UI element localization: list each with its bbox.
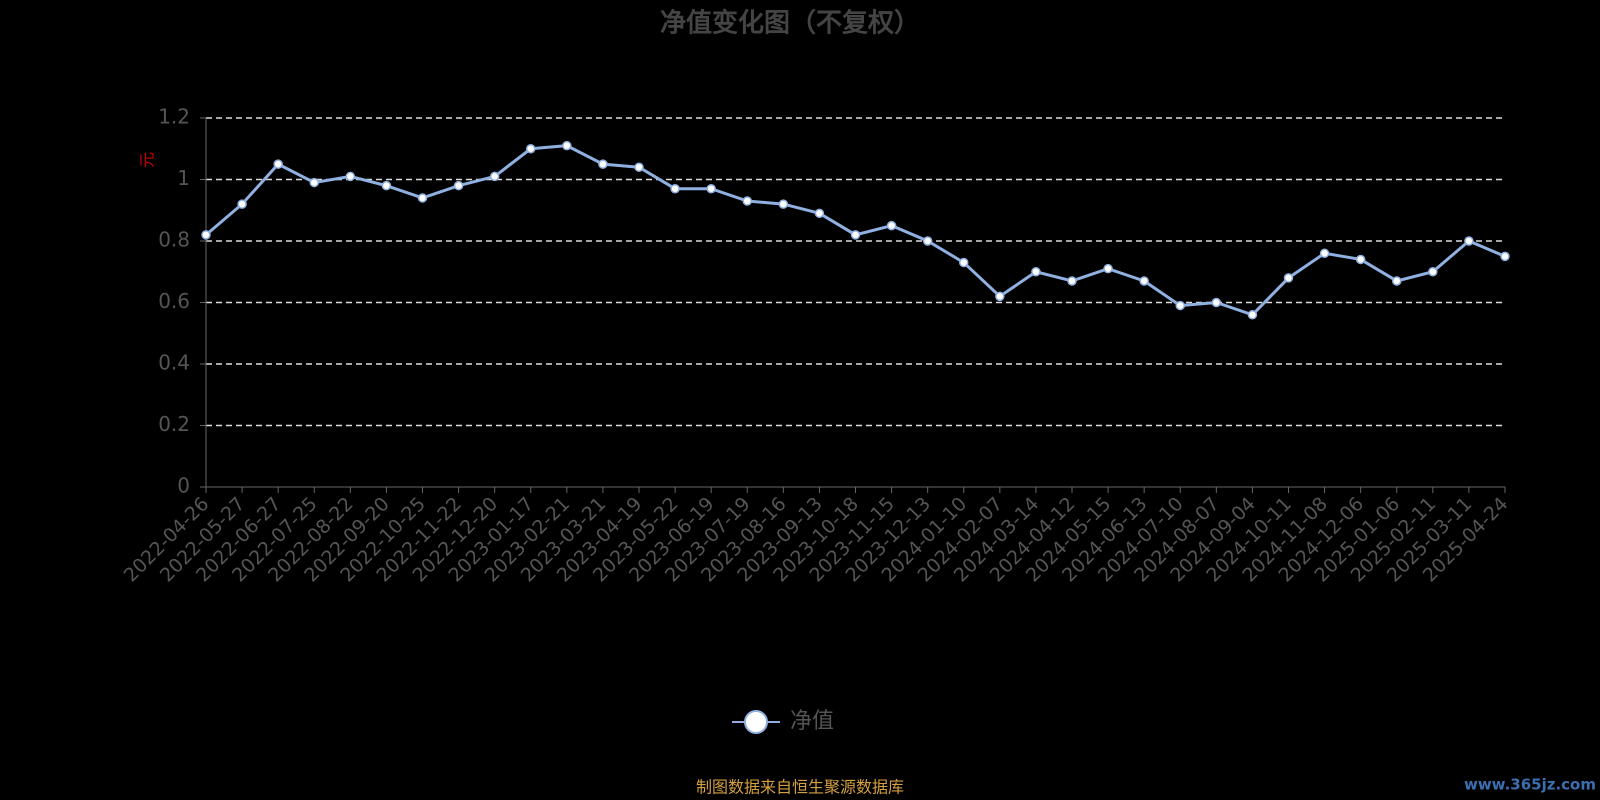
point-marker xyxy=(526,144,536,154)
y-tick-label: 0.8 xyxy=(158,228,190,252)
point-marker xyxy=(1139,276,1149,286)
point-marker xyxy=(1067,276,1077,286)
y-tick-label: 1 xyxy=(177,166,190,190)
point-marker xyxy=(1103,263,1113,274)
y-tick-label: 0.4 xyxy=(158,351,190,375)
watermark: www.365jz.com xyxy=(1464,776,1596,794)
y-tick-label: 0.2 xyxy=(158,412,190,436)
y-axis-label: 元 xyxy=(138,152,157,168)
y-tick-label: 1.2 xyxy=(158,105,190,129)
point-marker xyxy=(201,230,211,240)
point-marker xyxy=(273,159,283,169)
point-marker xyxy=(1428,267,1438,277)
point-marker xyxy=(381,180,392,191)
point-marker xyxy=(995,291,1005,302)
point-marker xyxy=(886,220,897,231)
point-marker xyxy=(742,196,752,206)
chart-title: 净值变化图（不复权） xyxy=(660,8,920,39)
point-marker xyxy=(1500,251,1510,262)
point-marker xyxy=(1247,310,1258,320)
point-marker xyxy=(345,171,356,182)
point-marker xyxy=(778,199,789,209)
point-marker xyxy=(453,180,464,191)
point-marker xyxy=(959,257,969,268)
point-marker xyxy=(814,208,825,219)
point-marker xyxy=(417,193,428,203)
point-marker xyxy=(922,236,933,246)
y-tick-label: 0.6 xyxy=(158,289,190,313)
point-marker xyxy=(1175,300,1185,311)
point-marker xyxy=(634,162,644,172)
point-marker xyxy=(562,140,572,151)
point-marker xyxy=(309,177,319,188)
legend-marker xyxy=(744,710,768,734)
point-marker xyxy=(1319,248,1330,259)
legend-label: 净值 xyxy=(790,709,834,734)
point-marker xyxy=(670,183,680,194)
source-note: 制图数据来自恒生聚源数据库 xyxy=(696,778,904,797)
point-marker xyxy=(850,230,861,240)
point-marker xyxy=(1464,236,1474,246)
point-marker xyxy=(598,159,608,169)
point-marker xyxy=(489,171,500,182)
y-tick-label: 0 xyxy=(177,474,190,498)
point-marker xyxy=(237,199,247,209)
point-marker xyxy=(1211,297,1222,308)
point-marker xyxy=(1031,267,1041,277)
point-marker xyxy=(1392,276,1402,286)
point-marker xyxy=(1355,254,1366,265)
point-marker xyxy=(706,183,716,194)
point-marker xyxy=(1283,273,1294,283)
